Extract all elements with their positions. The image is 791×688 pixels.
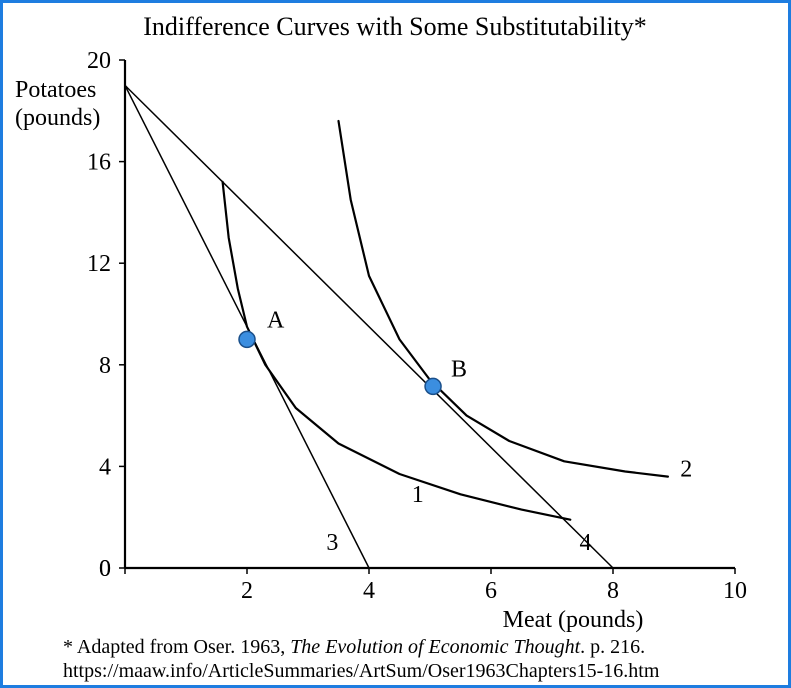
point-a — [239, 331, 255, 347]
x-tick: 10 — [723, 578, 747, 604]
footnote-line1: * Adapted from Oser. 1963, The Evolution… — [63, 636, 645, 658]
footnote-url: https://maaw.info/ArticleSummaries/ArtSu… — [63, 660, 660, 682]
y-tick: 4 — [99, 454, 111, 480]
x-tick-labels: 2 4 6 8 10 — [241, 578, 747, 604]
y-tick: 16 — [87, 150, 111, 176]
chart-title: Indifference Curves with Some Substituta… — [143, 12, 647, 41]
indifference-curves — [223, 121, 668, 520]
x-tick: 6 — [485, 578, 497, 604]
axes — [119, 60, 735, 574]
x-tick: 8 — [607, 578, 619, 604]
point-label-a: A — [267, 307, 285, 333]
budget-lines — [125, 85, 613, 568]
y-axis-label-line2: (pounds) — [15, 105, 100, 131]
point-label-b: B — [451, 356, 467, 382]
footnote-prefix: * Adapted from Oser. 1963, — [63, 636, 290, 658]
y-tick: 12 — [87, 251, 111, 277]
origin-zero: 0 — [99, 556, 111, 582]
y-axis-label-line1: Potatoes — [15, 77, 96, 103]
indifference-curve — [339, 121, 668, 477]
tangency-points: AB — [239, 307, 467, 394]
chart-frame: Indifference Curves with Some Substituta… — [0, 0, 791, 688]
point-b — [425, 378, 441, 394]
y-tick: 8 — [99, 353, 111, 379]
label-4: 4 — [580, 530, 592, 556]
chart-svg: Indifference Curves with Some Substituta… — [3, 3, 788, 685]
x-axis-label: Meat (pounds) — [503, 607, 644, 633]
footnote-suffix: . p. 216. — [580, 636, 645, 658]
y-tick: 20 — [87, 48, 111, 74]
budget-line — [125, 85, 613, 568]
label-3: 3 — [326, 530, 338, 556]
label-2: 2 — [680, 457, 692, 483]
label-1: 1 — [412, 482, 424, 508]
x-tick: 4 — [363, 578, 375, 604]
footnote-italic: The Evolution of Economic Thought — [290, 636, 580, 658]
x-tick: 2 — [241, 578, 253, 604]
